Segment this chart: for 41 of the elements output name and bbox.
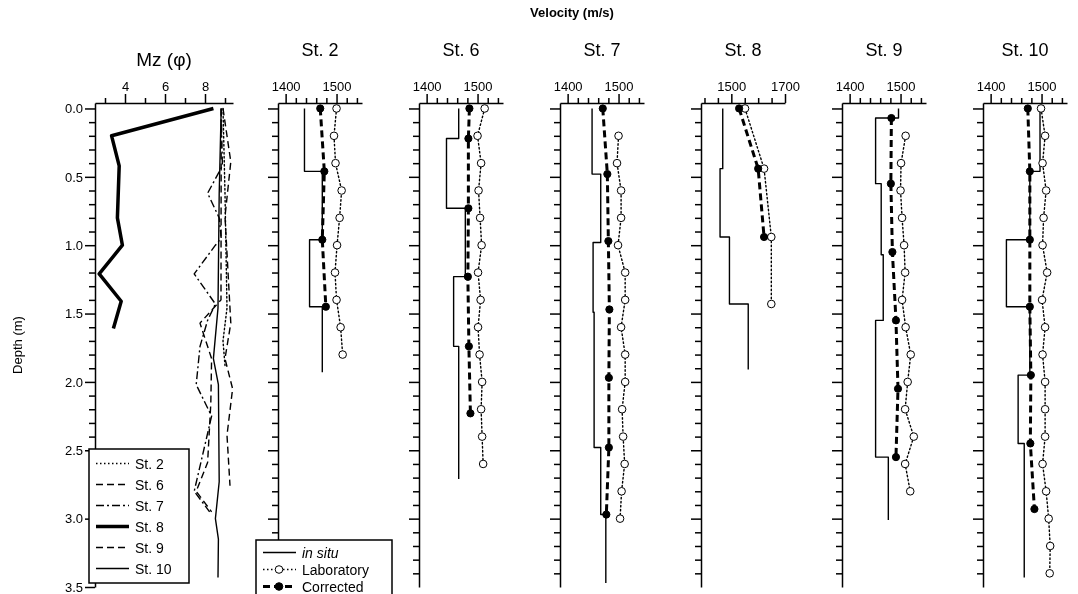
y-tick-label: 0.0: [64, 101, 83, 117]
legend-label: in situ: [302, 544, 339, 561]
chart-title: St. 6: [442, 40, 480, 60]
x-tick-label: 1500: [322, 79, 352, 94]
legend-label: St. 6: [135, 476, 165, 493]
y-tick-label: 2.0: [64, 374, 83, 390]
legend-label: Corrected: [302, 578, 364, 594]
y-tick-label: 0.5: [64, 169, 83, 185]
y-tick-label: 2.5: [64, 442, 83, 458]
x-tick-label: 1400: [976, 79, 1006, 94]
x-tick-label: 1500: [604, 79, 634, 94]
x-tick-label: 1500: [1027, 79, 1057, 94]
legend-label: St. 7: [135, 497, 165, 514]
legend-label: Laboratory: [302, 561, 369, 578]
legend-label: St. 8: [135, 518, 165, 535]
x-tick-label: 1700: [771, 79, 800, 94]
chart-title: St. 10: [1001, 40, 1049, 60]
legend-label: St. 2: [135, 455, 165, 472]
x-tick-label: 8: [201, 79, 210, 94]
y-tick-label: 3.0: [64, 511, 83, 527]
chart-title: St. 7: [583, 40, 621, 60]
y-tick-label: 3.5: [64, 579, 83, 594]
x-tick-label: 1500: [463, 79, 493, 94]
x-tick-label: 1500: [886, 79, 916, 94]
y-tick-label: 1.5: [64, 306, 83, 322]
y-axis-title: Depth (m): [10, 316, 25, 374]
chart-title: St. 8: [724, 40, 762, 60]
chart-title: St. 9: [865, 40, 903, 60]
x-tick-label: 1500: [717, 79, 747, 94]
x-tick-label: 1400: [412, 79, 442, 94]
y-tick-label: 1.0: [64, 237, 83, 253]
x-tick-label: 1400: [553, 79, 583, 94]
x-tick-label: 6: [161, 79, 170, 94]
chart-title: St. 2: [301, 40, 339, 60]
x-axis-title: Velocity (m/s): [530, 5, 614, 20]
chart-title: Mz (φ): [136, 49, 192, 70]
x-tick-label: 1400: [271, 79, 301, 94]
x-tick-label: 4: [121, 79, 130, 94]
x-tick-label: 1400: [835, 79, 865, 94]
legend-label: St. 10: [135, 560, 172, 577]
legend-label: St. 9: [135, 539, 165, 556]
